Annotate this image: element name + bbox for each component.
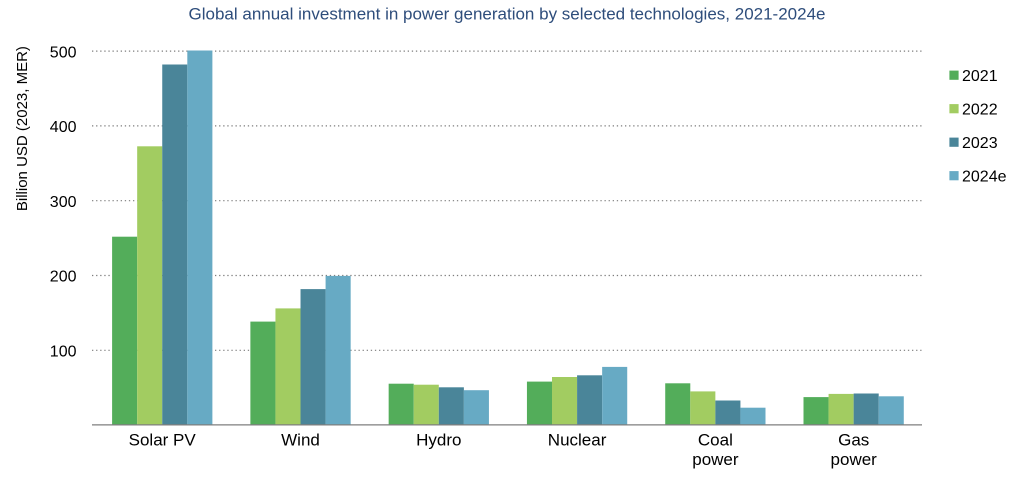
svg-text:Hydro: Hydro [416,431,461,450]
svg-text:200: 200 [50,269,77,286]
svg-text:400: 400 [50,119,77,136]
svg-text:500: 500 [50,44,77,61]
svg-text:2022: 2022 [962,101,998,118]
svg-text:Nuclear: Nuclear [548,431,607,450]
svg-text:300: 300 [50,194,77,211]
svg-text:power: power [831,450,878,469]
svg-text:Billion USD (2023, MER): Billion USD (2023, MER) [14,46,31,211]
svg-text:Gas: Gas [838,431,869,450]
svg-text:Wind: Wind [281,431,320,450]
svg-text:2024e: 2024e [962,168,1007,185]
svg-text:2023: 2023 [962,135,998,152]
svg-text:Global annual investment in po: Global annual investment in power genera… [189,5,826,24]
svg-text:Coal: Coal [698,431,733,450]
svg-text:100: 100 [50,344,77,361]
svg-text:Solar PV: Solar PV [129,431,197,450]
svg-text:power: power [692,450,739,469]
svg-text:2021: 2021 [962,68,998,85]
